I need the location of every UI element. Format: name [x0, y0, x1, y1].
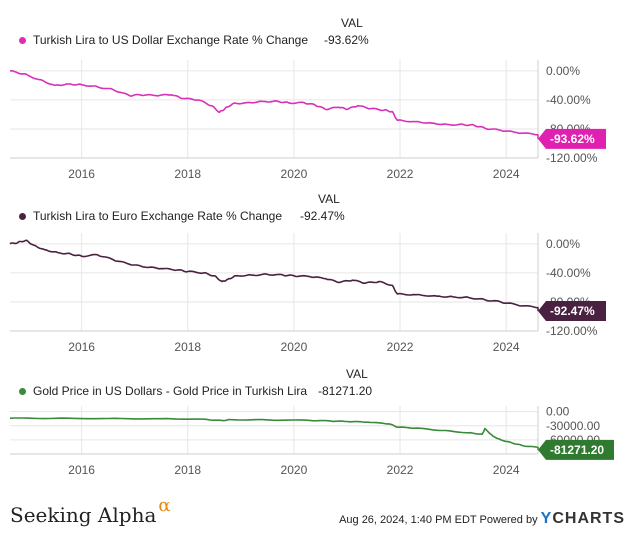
last-value-tag-label: -92.47% — [550, 304, 595, 318]
plot-area — [10, 406, 538, 454]
x-tick-label: 2018 — [174, 340, 201, 354]
y-tick-label: -40.00% — [546, 93, 591, 107]
legend-series-name: Turkish Lira to Euro Exchange Rate % Cha… — [33, 209, 283, 223]
last-value-tag: -93.62% — [538, 128, 606, 149]
timestamp: Aug 26, 2024, 1:40 PM EDT Powered by — [339, 514, 538, 526]
legend-series-value: -92.47% — [300, 209, 345, 223]
usd-rate-chart: 0.00%-40.00%-80.00%-120.00%2016201820202… — [9, 60, 606, 181]
x-tick-label: 2020 — [281, 167, 308, 181]
x-tick-label: 2018 — [174, 167, 201, 181]
x-tick-label: 2020 — [281, 340, 308, 354]
legend-series-value: -93.62% — [324, 33, 369, 47]
euro-rate-chart: 0.00%-40.00%-80.00%-120.00%2016201820202… — [9, 233, 606, 354]
x-tick-label: 2016 — [68, 340, 95, 354]
x-tick-label: 2024 — [493, 463, 520, 477]
x-tick-label: 2024 — [493, 167, 520, 181]
last-value-tag-shape — [538, 439, 614, 460]
footer-credit: Aug 26, 2024, 1:40 PM EDT Powered by YCH… — [339, 510, 625, 528]
legend-dot — [19, 37, 26, 44]
seeking-alpha-logo: Seeking Alpha α — [10, 495, 171, 527]
y-tick-label: -40.00% — [546, 266, 591, 280]
last-value-tag-shape — [538, 128, 606, 149]
last-value-tag-label: -93.62% — [550, 132, 595, 146]
y-tick-label: -120.00% — [546, 151, 598, 165]
x-tick-label: 2022 — [387, 167, 414, 181]
x-tick-label: 2022 — [387, 463, 414, 477]
y-tick-label: 0.00 — [546, 405, 570, 419]
x-tick-label: 2022 — [387, 340, 414, 354]
legend-series-value: -81271.20 — [318, 384, 373, 398]
plot-area — [10, 60, 538, 158]
legend-series-name: Turkish Lira to US Dollar Exchange Rate … — [33, 33, 309, 47]
last-value-tag-label: -81271.20 — [550, 443, 604, 457]
last-value-tag: -92.47% — [538, 301, 606, 322]
legend-dot — [19, 388, 26, 395]
legend-series-name: Gold Price in US Dollars - Gold Price in… — [33, 384, 308, 398]
legend-dot — [19, 213, 26, 220]
x-tick-label: 2024 — [493, 340, 520, 354]
last-value-tag: -81271.20 — [538, 439, 614, 460]
plot-area — [10, 233, 538, 331]
x-tick-label: 2016 — [68, 463, 95, 477]
val-header: VAL — [318, 192, 340, 206]
y-tick-label: -30000.00 — [546, 419, 600, 433]
val-header: VAL — [346, 367, 368, 381]
y-tick-label: 0.00% — [546, 237, 580, 251]
x-tick-label: 2018 — [174, 463, 201, 477]
series-line — [9, 417, 539, 450]
series-line — [9, 69, 539, 139]
last-value-tag-shape — [538, 301, 606, 322]
x-tick-label: 2016 — [68, 167, 95, 181]
val-header: VAL — [341, 16, 363, 30]
y-tick-label: -120.00% — [546, 324, 598, 338]
y-tick-label: 0.00% — [546, 64, 580, 78]
series-line — [9, 239, 539, 311]
x-tick-label: 2020 — [281, 463, 308, 477]
ycharts-logo: YCHARTS — [540, 510, 625, 527]
